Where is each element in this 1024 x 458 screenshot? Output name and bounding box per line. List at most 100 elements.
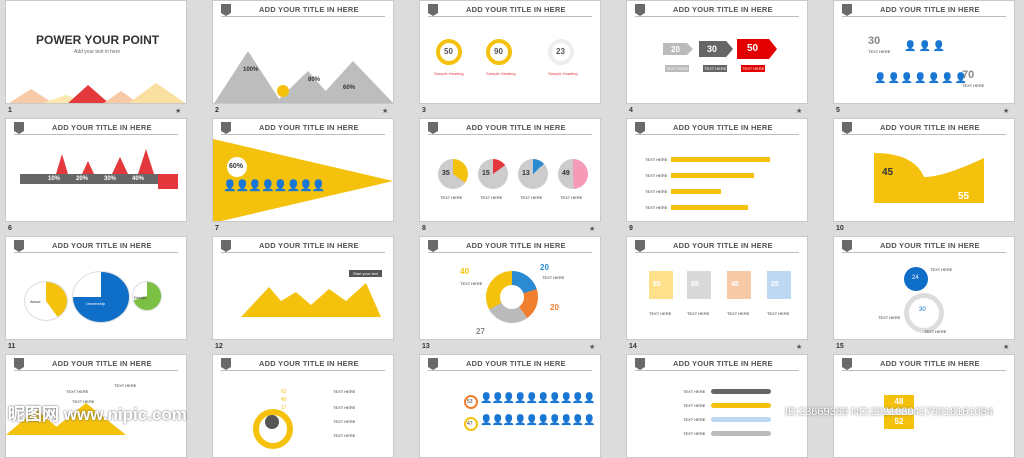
pie-2-label: TEXT HERE bbox=[480, 195, 503, 200]
cover-mountains bbox=[9, 83, 186, 103]
donut-1-value: 50 bbox=[444, 47, 453, 56]
slide-11[interactable]: ADD YOUR TITLE IN HERE About Ownership D… bbox=[5, 236, 187, 340]
people-label-2: TEXT HERE bbox=[962, 83, 985, 88]
slide-header: ADD YOUR TITLE IN HERE bbox=[428, 240, 592, 253]
arrow-1-label: TEXT HERE bbox=[665, 65, 690, 72]
slide-13[interactable]: ADD YOUR TITLE IN HERE 40 20 20 27 TEXT … bbox=[419, 236, 601, 340]
slide-number-14: 14 bbox=[629, 343, 637, 350]
caption-1: Sample Heading bbox=[434, 71, 464, 76]
slide-header: ADD YOUR TITLE IN HERE bbox=[221, 358, 385, 371]
people-badge-1 bbox=[464, 395, 478, 409]
mountains-chart bbox=[214, 51, 393, 103]
watermark-logo: 昵图网 www.nipic.com bbox=[8, 405, 187, 424]
pie-1-value: 35 bbox=[442, 170, 450, 177]
pie-1-label: TEXT HERE bbox=[440, 195, 463, 200]
pie-3-value: 13 bbox=[522, 170, 530, 177]
people-row-2: 👤👤👤👤👤👤👤👤👤👤 bbox=[480, 415, 596, 426]
bar-label-1: TEXT HERE bbox=[645, 157, 668, 162]
cover-subtitle: Add your text in here bbox=[74, 49, 121, 55]
slide-number-3: 3 bbox=[422, 107, 426, 114]
block-2: 52 bbox=[884, 415, 914, 429]
timeline-value-3: 30% bbox=[104, 176, 117, 182]
slide-number-12: 12 bbox=[215, 343, 223, 350]
slide-10[interactable]: ADD YOUR TITLE IN HERE 45 55 bbox=[833, 118, 1015, 222]
slide-header: ADD YOUR TITLE IN HERE bbox=[842, 4, 1006, 17]
slide-14[interactable]: ADD YOUR TITLE IN HERE 85 65 45 25 TEXT … bbox=[626, 236, 808, 340]
donut-2 bbox=[486, 39, 512, 65]
tile-3-value: 45 bbox=[731, 281, 739, 288]
bar-4 bbox=[671, 205, 748, 210]
bar-label-4: TEXT HERE bbox=[645, 205, 668, 210]
tile-4-label: TEXT HERE bbox=[767, 311, 790, 316]
slide-number-8: 8 bbox=[422, 225, 426, 232]
label-2: TEXT HERE bbox=[72, 399, 95, 404]
slide-number-13: 13 bbox=[422, 343, 430, 350]
slide-number-7: 7 bbox=[215, 225, 219, 232]
slide-9[interactable]: ADD YOUR TITLE IN HERE TEXT HERE TEXT HE… bbox=[626, 118, 808, 222]
pie-about bbox=[24, 281, 68, 321]
area-chart bbox=[874, 153, 984, 203]
slide-number-11: 11 bbox=[8, 343, 16, 350]
watermark-id: ID:23669369 NO:20210304170018161084 bbox=[785, 406, 993, 418]
people-row-1: 👤👤👤👤👤👤👤👤👤👤 bbox=[480, 393, 596, 404]
ring-label-2: TEXT HERE bbox=[542, 275, 565, 280]
slide-header: ADD YOUR TITLE IN HERE bbox=[221, 4, 385, 17]
slide-17[interactable]: ADD YOUR TITLE IN HERE 62 45 17 TEXT HER… bbox=[212, 354, 394, 458]
cycle-label-1: TEXT HERE bbox=[930, 267, 953, 272]
funnel-value: 60% bbox=[229, 163, 244, 170]
gauge-label-2: TEXT HERE bbox=[333, 405, 356, 410]
star-icon: ★ bbox=[796, 108, 803, 115]
slide-5[interactable]: ADD YOUR TITLE IN HERE 30 TEXT HERE 👤👤👤 … bbox=[833, 0, 1015, 104]
timeline-bar bbox=[20, 174, 170, 184]
slide-7[interactable]: ADD YOUR TITLE IN HERE 60% 👤👤👤👤👤👤👤👤 bbox=[212, 118, 394, 222]
timeline-spikes bbox=[56, 149, 178, 189]
slide-3[interactable]: ADD YOUR TITLE IN HERE 50 90 23 Sample H… bbox=[419, 0, 601, 104]
pie-3-label: TEXT HERE bbox=[520, 195, 543, 200]
slide-19[interactable]: ADD YOUR TITLE IN HERE TEXT HERE TEXT HE… bbox=[626, 354, 808, 458]
slide-header: ADD YOUR TITLE IN HERE bbox=[428, 4, 592, 17]
pill-label-3: TEXT HERE bbox=[683, 417, 706, 422]
bottom-mountains bbox=[6, 403, 126, 435]
slide-15[interactable]: ADD YOUR TITLE IN HERE 24 30 TEXT HERE T… bbox=[833, 236, 1015, 340]
pie-details bbox=[132, 281, 162, 311]
arrow-2-value: 30 bbox=[707, 44, 718, 54]
star-icon: ★ bbox=[175, 108, 182, 115]
slide-6[interactable]: ADD YOUR TITLE IN HERE 10% 20% 30% 40% bbox=[5, 118, 187, 222]
tile-3 bbox=[727, 271, 751, 299]
funnel-shape bbox=[213, 139, 393, 221]
pill-label-2: TEXT HERE bbox=[683, 403, 706, 408]
star-icon: ★ bbox=[589, 344, 596, 351]
label-3: TEXT HERE bbox=[114, 383, 137, 388]
slide-header: ADD YOUR TITLE IN HERE bbox=[635, 4, 799, 17]
arrow-3-value: 50 bbox=[747, 43, 759, 54]
slide-18[interactable]: ADD YOUR TITLE IN HERE 53 👤👤👤👤👤👤👤👤👤👤 47 … bbox=[419, 354, 601, 458]
slide-4[interactable]: ADD YOUR TITLE IN HERE 20 30 50 TEXT HER… bbox=[626, 0, 808, 104]
bar-3 bbox=[671, 189, 721, 194]
slide-number-5: 5 bbox=[836, 107, 840, 114]
people-value-1: 30 bbox=[868, 35, 881, 47]
cycle-ring bbox=[904, 293, 944, 333]
pill-bar-2 bbox=[711, 403, 771, 408]
bar-2 bbox=[671, 173, 754, 178]
bar-label-2: TEXT HERE bbox=[645, 173, 668, 178]
pie-2 bbox=[478, 159, 508, 189]
slide-1[interactable]: POWER YOUR POINT Add your text in here bbox=[5, 0, 187, 104]
slide-number-1: 1 bbox=[8, 107, 12, 114]
pct-2: 80% bbox=[308, 77, 321, 83]
gauge-label-3: TEXT HERE bbox=[333, 419, 356, 424]
bar-1 bbox=[671, 157, 770, 162]
people-value-2: 70 bbox=[962, 69, 975, 81]
slide-grid: POWER YOUR POINT Add your text in here A… bbox=[5, 0, 1015, 458]
slide-8[interactable]: ADD YOUR TITLE IN HERE 35 15 13 49 TEXT … bbox=[419, 118, 601, 222]
people-icons-1: 👤👤👤 bbox=[904, 41, 948, 52]
slide-number-2: 2 bbox=[215, 107, 219, 114]
star-icon: ★ bbox=[589, 226, 596, 233]
slide-12[interactable]: ADD YOUR TITLE IN HERE Start your text bbox=[212, 236, 394, 340]
people-label-1: TEXT HERE bbox=[868, 49, 891, 54]
slide-2[interactable]: ADD YOUR TITLE IN HERE 100% 80% 60% bbox=[212, 0, 394, 104]
pie-about-label: About bbox=[30, 299, 41, 304]
pie-ownership-label: Ownership bbox=[86, 301, 106, 306]
slide-header: ADD YOUR TITLE IN HERE bbox=[635, 122, 799, 135]
slide-header: ADD YOUR TITLE IN HERE bbox=[221, 122, 385, 135]
gauge-value-2: 45 bbox=[281, 397, 287, 403]
